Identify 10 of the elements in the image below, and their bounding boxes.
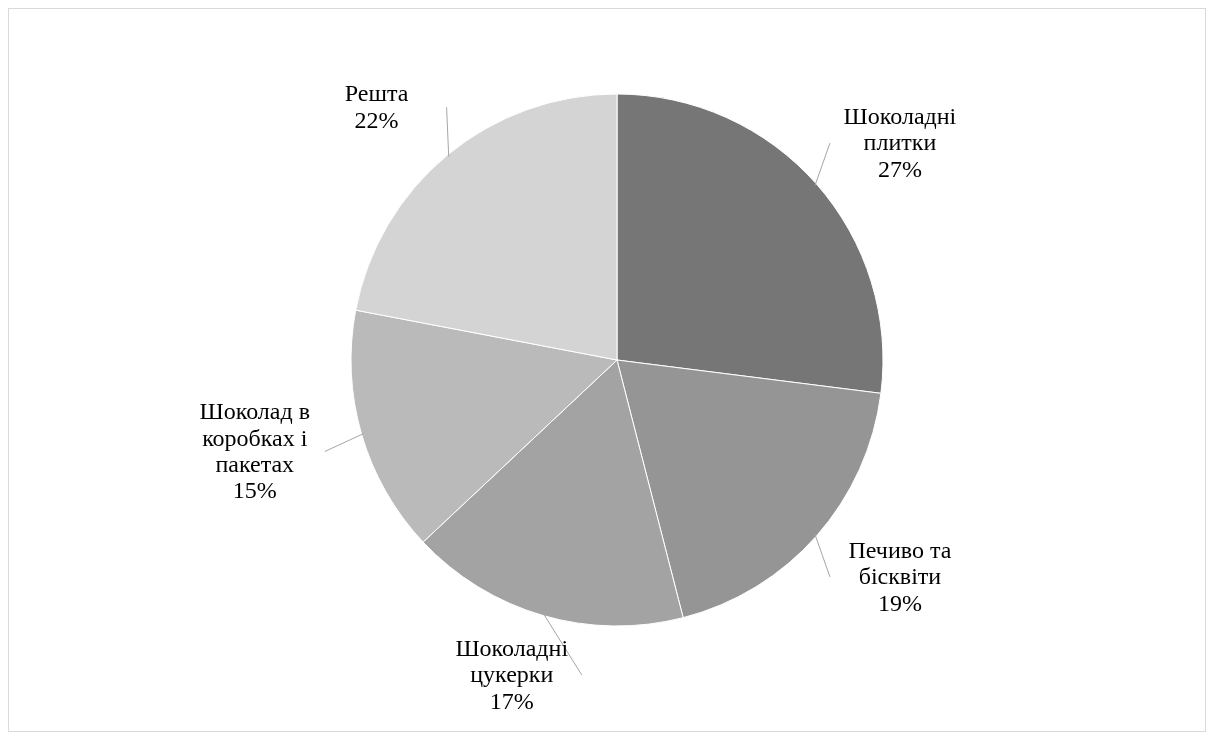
- slice-label: Шоколадні цукерки: [455, 634, 569, 688]
- data-label: 15%: [232, 477, 277, 504]
- data-label: 19%: [877, 589, 922, 616]
- slice-label: Решта: [344, 80, 409, 107]
- data-label: 17%: [489, 687, 534, 714]
- slice-label: Печиво та бісквіти: [848, 536, 952, 590]
- slice-label: Шоколадні плитки: [843, 102, 957, 156]
- data-label: 27%: [877, 155, 922, 182]
- data-label: 22%: [354, 106, 399, 133]
- slice-label: Шоколад в коробках і пакетах: [199, 398, 311, 477]
